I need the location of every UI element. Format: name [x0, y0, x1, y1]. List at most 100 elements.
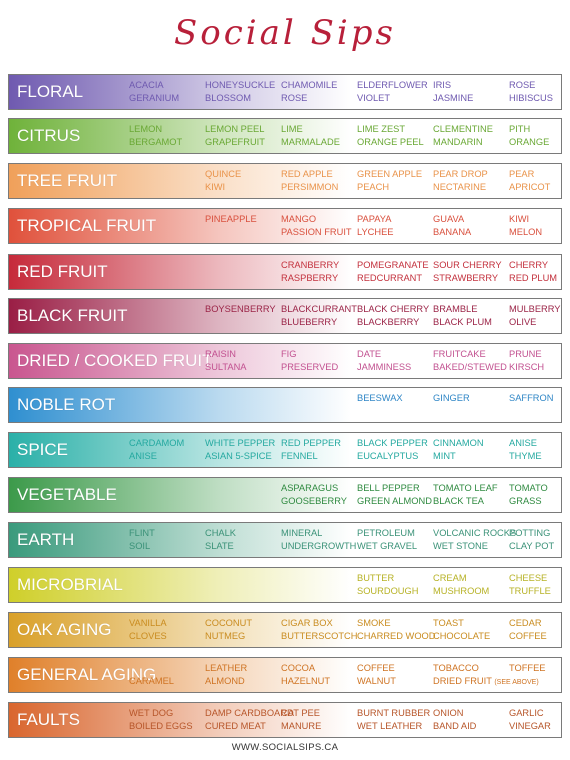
aroma-cell: PETROLEUM WET GRAVEL — [357, 523, 417, 557]
aroma-term: KIWI — [509, 213, 542, 226]
aroma-term-text: BUTTERSCOTCH — [281, 631, 358, 641]
aroma-term: HIBISCUS — [509, 92, 553, 105]
aroma-cell: CEDAR COFFEE — [509, 613, 547, 647]
aroma-term-text: CREAM — [433, 573, 467, 583]
aroma-cell: CHEESE TRUFFLE — [509, 568, 551, 602]
footer-url[interactable]: WWW.SOCIALSIPS.CA — [231, 742, 339, 753]
aroma-term: FLINT — [129, 527, 155, 540]
aroma-term-text: HAZELNUT — [281, 676, 331, 686]
aroma-cell: ROSE HIBISCUS — [509, 75, 553, 109]
aroma-term — [129, 662, 174, 675]
aroma-term-text: GINGER — [433, 393, 470, 403]
aroma-cell — [205, 388, 208, 422]
aroma-cell: CARDAMOM ANISE — [129, 433, 184, 467]
aroma-term-text: REDCURRANT — [357, 273, 423, 283]
aroma-term: MULBERRY — [509, 303, 561, 316]
aroma-term-text: EUCALYPTUS — [357, 451, 419, 461]
aroma-term: BOILED EGGS — [129, 720, 193, 733]
aroma-cell: MINERAL UNDERGROWTH — [281, 523, 356, 557]
aroma-term: PINEAPPLE — [205, 213, 257, 226]
aroma-term: GINGER — [433, 392, 470, 405]
aroma-term-text: CLEMENTINE — [433, 124, 493, 134]
aroma-term-text: SULTANA — [205, 362, 247, 372]
aroma-term — [129, 213, 132, 226]
aroma-term-text: LYCHEE — [357, 227, 394, 237]
category-label: CITRUS — [17, 126, 81, 145]
category-label: MICROBRIAL — [17, 575, 123, 594]
aroma-cell: BELL PEPPER GREEN ALMOND — [357, 478, 432, 512]
aroma-term-text: CEDAR — [509, 618, 542, 628]
aroma-term — [129, 495, 132, 508]
aroma-cell: DATE JAMMINESS — [357, 344, 411, 378]
aroma-cell: MULBERRY OLIVE — [509, 299, 561, 333]
aroma-term-text: MANDARIN — [433, 137, 483, 147]
aroma-term-text: JAMMINESS — [357, 362, 412, 372]
aroma-term: ACACIA — [129, 79, 179, 92]
aroma-term-text: THYME — [509, 451, 542, 461]
aroma-term: MINERAL — [281, 527, 356, 540]
category-row-earth: EARTH FLINT SOIL CHALK SLATE MINERAL UNDERGROW… — [8, 522, 562, 558]
aroma-term-text: KIWI — [509, 214, 530, 224]
aroma-term-text: CIGAR BOX — [281, 618, 333, 628]
aroma-term: GRAPEFRUIT — [205, 136, 265, 149]
aroma-term-text: CRANBERRY — [281, 260, 340, 270]
aroma-term: CARAMEL — [129, 675, 174, 688]
aroma-term-text: COFFEE — [509, 631, 547, 641]
aroma-term-text: POMEGRANATE — [357, 260, 429, 270]
aroma-term-text: TOMATO LEAF — [433, 483, 498, 493]
aroma-term: PEAR DROP — [433, 168, 488, 181]
aroma-term: SOURDOUGH — [357, 585, 418, 598]
aroma-term-text: ORANGE — [509, 137, 550, 147]
aroma-term: BEESWAX — [357, 392, 403, 405]
aroma-term: RED PLUM — [509, 272, 557, 285]
aroma-term: CHEESE — [509, 572, 551, 585]
aroma-term-text: SOURDOUGH — [357, 586, 419, 596]
aroma-cell: SOUR CHERRY STRAWBERRY — [433, 255, 502, 289]
aroma-term-text: DAMP CARDBOARD — [205, 708, 294, 718]
category-row-noble-rot: NOBLE ROT BEESWAX GINGER SAFFRON — [8, 387, 562, 423]
aroma-cell: FIG PRESERVED — [281, 344, 338, 378]
aroma-term: MARMALADE — [281, 136, 340, 149]
aroma-term-text: CLAY POT — [509, 541, 555, 551]
aroma-term-text: OLIVE — [509, 317, 537, 327]
aroma-term — [129, 405, 132, 418]
aroma-term-text: LEMON — [129, 124, 163, 134]
aroma-term: ONION — [433, 707, 476, 720]
category-row-faults: FAULTS WET DOG BOILED EGGS DAMP CARDBOARD CU… — [8, 702, 562, 738]
aroma-term-text: BERGAMOT — [129, 137, 183, 147]
aroma-term-text: BLACKBERRY — [357, 317, 420, 327]
aroma-term: JAMMINESS — [357, 361, 411, 374]
aroma-cell: PAPAYA LYCHEE — [357, 209, 394, 243]
aroma-cell: GREEN APPLE PEACH — [357, 164, 422, 198]
aroma-term: CLAY POT — [509, 540, 554, 553]
aroma-term-text: RED APPLE — [281, 169, 333, 179]
aroma-term: CHOCOLATE — [433, 630, 490, 643]
aroma-term: TOMATO — [509, 482, 548, 495]
aroma-term-text: CINNAMON — [433, 438, 484, 448]
aroma-term: FENNEL — [281, 450, 341, 463]
aroma-term: BLACK PLUM — [433, 316, 492, 329]
aroma-cell: LIME ZEST ORANGE PEEL — [357, 119, 424, 153]
aroma-term-text: SMOKE — [357, 618, 391, 628]
aroma-term: WET STONE — [433, 540, 516, 553]
aroma-term-text: PASSION FRUIT — [281, 227, 352, 237]
aroma-term: GERANIUM — [129, 92, 179, 105]
category-label: EARTH — [17, 530, 75, 549]
aroma-term-text: FRUITCAKE — [433, 349, 486, 359]
aroma-term-text: WET LEATHER — [357, 721, 423, 731]
aroma-term: BELL PEPPER — [357, 482, 432, 495]
aroma-term: ORANGE PEEL — [357, 136, 424, 149]
aroma-term-text: MANGO — [281, 214, 317, 224]
aroma-term: POTTING — [509, 527, 554, 540]
aroma-cell — [129, 478, 132, 512]
aroma-term: VINEGAR — [509, 720, 551, 733]
aroma-cell: SAFFRON — [509, 388, 553, 422]
aroma-term: CAT PEE — [281, 707, 321, 720]
aroma-term-text: WET DOG — [129, 708, 174, 718]
aroma-cell: FLINT SOIL — [129, 523, 155, 557]
aroma-term-text: BLACK CHERRY — [357, 304, 430, 314]
aroma-term: BLACK PEPPER — [357, 437, 428, 450]
aroma-cell: TOBACCO DRIED FRUIT (SEE ABOVE) — [433, 658, 539, 692]
aroma-cell — [129, 344, 132, 378]
aroma-cell — [129, 568, 132, 602]
